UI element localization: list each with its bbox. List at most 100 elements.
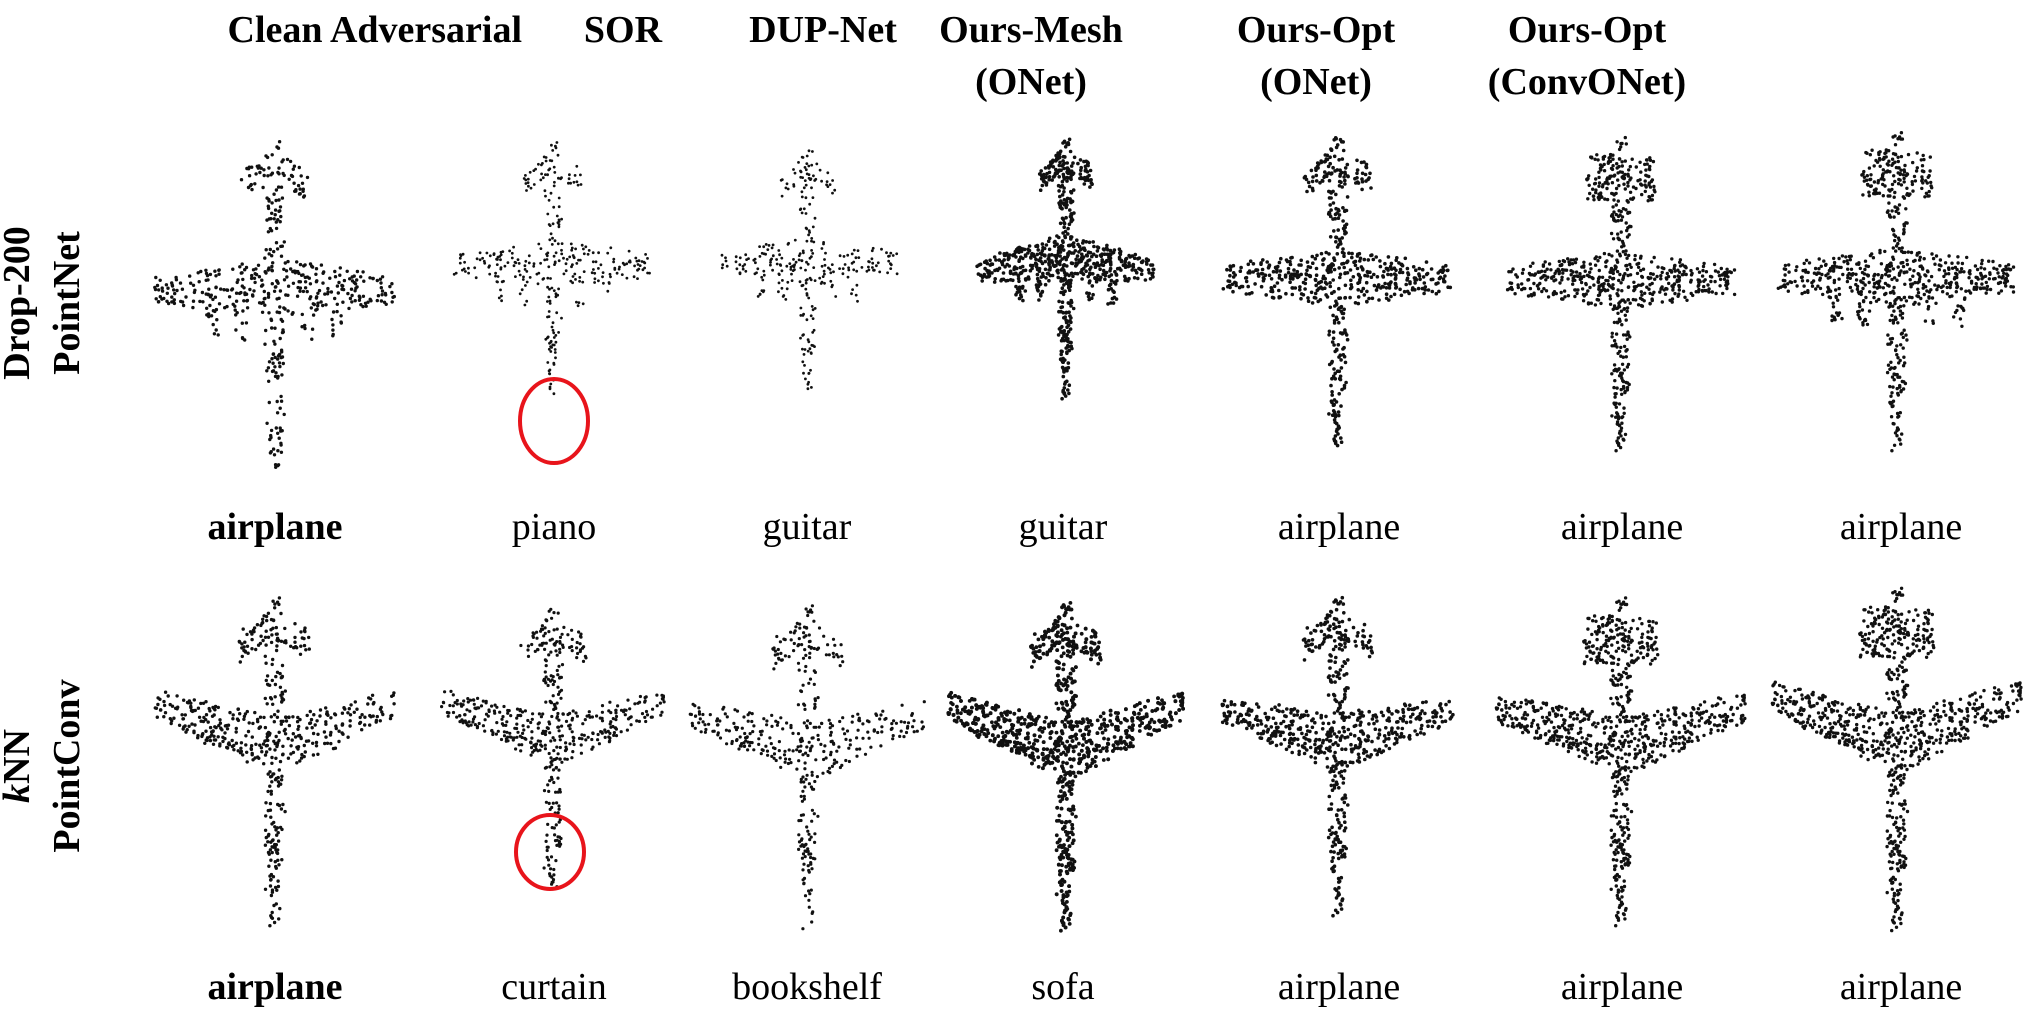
point	[1089, 265, 1093, 270]
point	[1111, 251, 1115, 255]
point	[1608, 294, 1612, 298]
point	[843, 263, 847, 266]
point	[1621, 277, 1625, 282]
point	[1593, 157, 1597, 161]
point	[1058, 160, 1062, 165]
point	[1074, 257, 1078, 262]
point	[1635, 271, 1640, 276]
point	[1591, 276, 1595, 281]
point	[1319, 251, 1324, 256]
point	[1929, 180, 1933, 185]
point	[822, 241, 825, 244]
point	[268, 801, 273, 806]
point	[284, 269, 289, 273]
point	[805, 318, 809, 322]
point	[810, 305, 814, 308]
point	[271, 657, 275, 662]
point	[1623, 252, 1628, 257]
point	[579, 751, 584, 755]
point	[261, 283, 265, 287]
point	[1057, 261, 1061, 266]
point	[474, 276, 478, 280]
point	[266, 808, 270, 813]
point	[529, 720, 533, 725]
point	[318, 714, 322, 718]
point	[1085, 160, 1090, 164]
point	[296, 285, 300, 290]
point	[1911, 274, 1915, 278]
point	[1626, 180, 1630, 185]
point	[1683, 264, 1688, 269]
point	[1334, 136, 1338, 141]
point	[235, 311, 239, 315]
point	[1621, 333, 1626, 337]
point	[265, 369, 269, 373]
point	[260, 278, 264, 282]
point	[179, 299, 183, 304]
point	[272, 192, 276, 196]
point	[535, 636, 539, 640]
point	[1945, 285, 1949, 290]
point	[1841, 272, 1845, 277]
point	[1938, 258, 1943, 262]
point	[852, 248, 856, 252]
point	[1566, 294, 1571, 298]
point	[1367, 296, 1371, 301]
point	[1612, 339, 1617, 343]
point	[1413, 278, 1417, 283]
point	[1069, 340, 1073, 345]
point	[808, 256, 812, 260]
point	[250, 630, 254, 634]
point	[1081, 272, 1086, 277]
point	[1979, 266, 1983, 270]
point	[347, 306, 351, 311]
point	[1063, 155, 1067, 159]
point	[550, 714, 554, 719]
point	[576, 183, 580, 187]
point	[1358, 278, 1362, 282]
point	[1581, 299, 1586, 303]
point	[1404, 282, 1408, 287]
point	[1341, 311, 1346, 316]
point	[1622, 244, 1626, 248]
point	[264, 750, 269, 754]
point	[1884, 300, 1889, 304]
point	[1015, 290, 1019, 295]
point	[500, 280, 504, 284]
point	[655, 693, 659, 697]
point	[272, 453, 277, 457]
point	[1037, 172, 1042, 176]
point	[1269, 289, 1273, 294]
point	[1606, 282, 1611, 287]
point	[217, 302, 222, 306]
point	[734, 255, 738, 259]
point	[643, 696, 647, 700]
point	[1611, 268, 1616, 272]
point	[1681, 272, 1686, 277]
point	[537, 271, 541, 275]
point	[623, 713, 627, 717]
point	[269, 317, 273, 321]
point	[1437, 289, 1441, 294]
point	[162, 296, 166, 301]
point	[559, 177, 562, 181]
point	[250, 273, 254, 278]
point	[349, 703, 353, 707]
point	[1277, 276, 1282, 280]
point	[1613, 173, 1617, 177]
point	[526, 181, 530, 185]
point	[525, 189, 528, 192]
point	[537, 242, 541, 246]
point	[812, 174, 815, 178]
point	[1013, 271, 1018, 276]
point	[799, 306, 803, 310]
point	[1436, 271, 1440, 275]
point	[1864, 150, 1868, 155]
point	[1021, 247, 1025, 251]
point	[271, 772, 275, 776]
point	[1599, 301, 1603, 306]
point	[637, 267, 641, 271]
point	[771, 268, 774, 272]
point	[808, 276, 812, 280]
point	[891, 254, 895, 257]
